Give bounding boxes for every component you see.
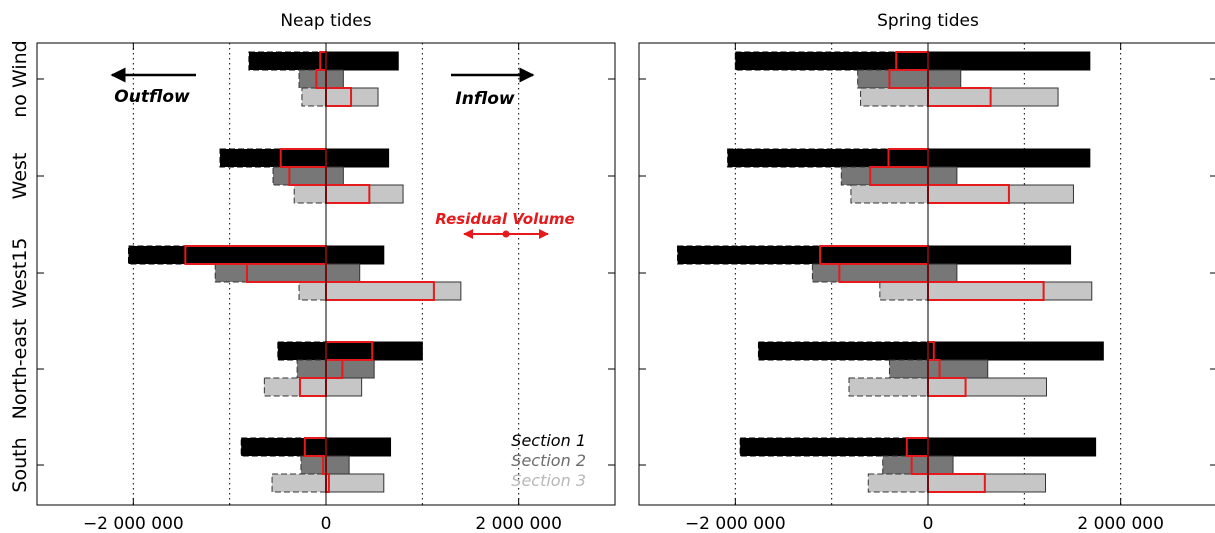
inflow-label: Inflow	[455, 89, 514, 109]
neap-bar-inflow-section1	[325, 437, 392, 457]
legend-section-2: Section 2	[511, 451, 586, 470]
neap-bar-outflow-section1	[277, 341, 327, 361]
neap-bar-inflow-section2	[325, 359, 375, 379]
spring-bar-inflow-section3	[927, 184, 1074, 204]
category-label: North-east	[9, 319, 31, 420]
spring-bar-outflow-section3	[848, 377, 929, 397]
outflow-label: Outflow	[114, 87, 190, 107]
neap-bar-outflow-section3	[293, 184, 327, 204]
spring-tides-panel: Spring tides −2 000 000 0 2 000 000	[638, 11, 1215, 533]
neap-bar-outflow-section2	[298, 69, 327, 89]
neap-bar-inflow-section2	[325, 69, 344, 89]
spring-bar-inflow-section3	[927, 281, 1093, 301]
spring-bar-outflow-section2	[811, 263, 929, 283]
spring-bar-outflow-section3	[850, 184, 929, 204]
neap-bar-outflow-section1	[219, 148, 327, 168]
neap-bar-outflow-section3	[301, 87, 327, 107]
neap-bar-outflow-section1	[240, 437, 327, 457]
neap-bar-outflow-section1	[128, 245, 327, 265]
spring-bar-inflow-section2	[927, 359, 989, 379]
neap-bar-outflow-section2	[296, 359, 327, 379]
neap-bar-inflow-section3	[325, 377, 363, 397]
spring-bars	[677, 51, 1104, 493]
spring-bar-inflow-section2	[927, 263, 958, 283]
spring-bar-inflow-section2	[927, 69, 962, 89]
neap-bar-inflow-section3	[325, 184, 404, 204]
spring-bar-outflow-section2	[857, 69, 929, 89]
neap-xtick-label: 0	[321, 514, 332, 533]
category-label: no Wind	[9, 40, 31, 117]
spring-bar-outflow-section2	[888, 359, 929, 379]
neap-xtick-label: 2 000 000	[475, 514, 562, 533]
neap-bar-inflow-section2	[325, 263, 361, 283]
legend-section-1: Section 1	[511, 431, 586, 450]
neap-bar-inflow-section3	[325, 473, 385, 493]
spring-bar-inflow-section3	[927, 87, 1059, 107]
spring-bar-outflow-section3	[860, 87, 929, 107]
neap-tides-panel: Neap tides −2 000 000 0 2 000 000 no Wind We…	[9, 11, 616, 533]
neap-bar-inflow-section2	[325, 455, 350, 475]
spring-tides-title: Spring tides	[877, 11, 979, 31]
neap-bar-inflow-section1	[325, 148, 390, 168]
neap-bar-outflow-section2	[272, 166, 327, 186]
spring-bar-outflow-section1	[734, 51, 929, 71]
spring-bar-inflow-section1	[927, 148, 1091, 168]
category-label: West15	[9, 238, 31, 309]
spring-xtick-label: −2 000 000	[685, 514, 786, 533]
spring-bar-outflow-section1	[677, 245, 929, 265]
spring-xtick-label: 0	[923, 514, 934, 533]
residual-volume-dot	[502, 230, 510, 238]
neap-bar-inflow-section2	[325, 166, 344, 186]
neap-tides-title: Neap tides	[280, 11, 371, 31]
spring-bar-outflow-section2	[882, 455, 929, 475]
spring-bar-inflow-section1	[927, 51, 1091, 71]
spring-bar-outflow-section1	[727, 148, 929, 168]
spring-bar-inflow-section1	[927, 245, 1072, 265]
spring-ticks: −2 000 000 0 2 000 000	[639, 43, 1215, 533]
legend-section-3: Section 3	[511, 471, 586, 490]
neap-ticks: −2 000 000 0 2 000 000 no Wind West West15 Nor…	[9, 40, 615, 533]
neap-bars	[128, 51, 462, 493]
spring-bar-outflow-section2	[840, 166, 929, 186]
neap-xtick-label: −2 000 000	[83, 514, 184, 533]
category-label: West	[9, 153, 31, 200]
neap-bar-outflow-section2	[214, 263, 327, 283]
category-label: South	[9, 437, 31, 492]
neap-bar-inflow-section1	[325, 51, 399, 71]
neap-bar-outflow-section3	[263, 377, 327, 397]
spring-xtick-label: 2 000 000	[1077, 514, 1164, 533]
spring-bar-inflow-section2	[927, 455, 954, 475]
neap-bar-inflow-section1	[325, 245, 385, 265]
neap-bar-inflow-section3	[325, 281, 462, 301]
spring-bar-outflow-section1	[757, 341, 929, 361]
spring-bar-inflow-section3	[927, 377, 1047, 397]
neap-bar-outflow-section3	[271, 473, 327, 493]
neap-bar-outflow-section3	[298, 281, 327, 301]
spring-bar-inflow-section2	[927, 166, 958, 186]
spring-bar-outflow-section3	[879, 281, 929, 301]
neap-bar-outflow-section1	[248, 51, 327, 71]
spring-bar-outflow-section3	[867, 473, 929, 493]
spring-bar-outflow-section1	[739, 437, 929, 457]
spring-bar-inflow-section3	[927, 473, 1047, 493]
neap-bar-inflow-section1	[325, 341, 423, 361]
spring-bar-inflow-section1	[927, 437, 1097, 457]
residual-volume-label: Residual Volume	[435, 210, 574, 228]
spring-bar-inflow-section1	[927, 341, 1104, 361]
